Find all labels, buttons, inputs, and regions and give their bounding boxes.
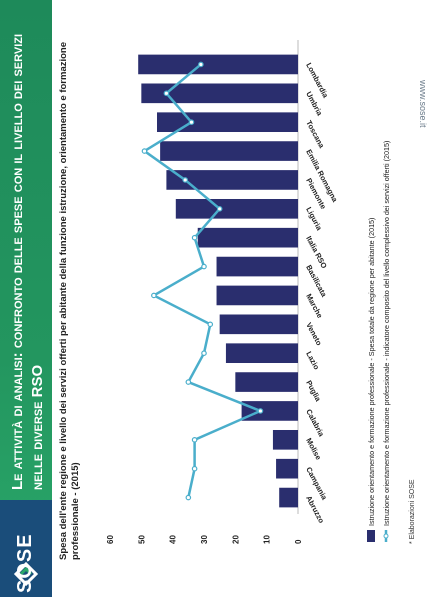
bar <box>216 285 298 306</box>
line-point <box>182 177 189 183</box>
line-point <box>191 437 198 443</box>
bar <box>141 83 298 104</box>
bar <box>160 141 298 161</box>
line-point <box>191 234 198 241</box>
bar <box>175 198 298 219</box>
category-label: Toscana <box>304 119 326 150</box>
legend-label: Istruzione orientamento e formazione pro… <box>367 218 376 526</box>
line-point <box>201 350 207 356</box>
bar <box>166 170 298 190</box>
line-point <box>257 408 264 414</box>
bar <box>219 314 298 335</box>
category-label: Molise <box>304 437 323 462</box>
bar <box>157 112 298 133</box>
value-tick-label: 40 <box>169 535 178 544</box>
bar <box>197 227 298 248</box>
value-tick-label: 30 <box>200 535 209 544</box>
sose-logo-icon <box>13 561 39 587</box>
category-label: Lazio <box>304 350 321 372</box>
bar <box>279 487 298 508</box>
line-series <box>142 63 264 498</box>
category-label: Puglia <box>304 379 323 404</box>
bar <box>241 401 298 421</box>
value-tick-label: 50 <box>137 535 146 544</box>
line-point <box>185 494 192 501</box>
category-label: Veneto <box>304 321 324 347</box>
line-point <box>151 292 157 299</box>
brand-logo-box <box>0 500 52 597</box>
value-tick-label: 10 <box>263 535 272 544</box>
line-point <box>141 148 148 154</box>
bar <box>138 54 298 75</box>
title-banner <box>0 0 52 597</box>
line-point <box>216 206 223 212</box>
bar <box>276 458 298 479</box>
line-point <box>185 379 192 385</box>
value-tick-label: 0 <box>294 539 303 544</box>
line-point <box>207 321 214 328</box>
legend-swatch-bar <box>367 530 375 542</box>
bar <box>272 429 298 450</box>
bar <box>216 256 298 277</box>
bar <box>235 372 298 392</box>
bar <box>225 343 298 364</box>
line-point <box>163 90 170 97</box>
legend-label: Istruzione orientamento e formazione pro… <box>382 141 391 526</box>
line-point <box>188 119 195 125</box>
footnote: * Elaborazioni SOSE <box>409 479 416 544</box>
legend-swatch-point <box>383 533 389 539</box>
value-tick-label: 60 <box>106 535 115 544</box>
line-point <box>191 465 198 472</box>
value-tick-label: 20 <box>231 535 240 544</box>
line-point <box>198 61 204 68</box>
line-point <box>201 263 207 270</box>
category-label: Calabria <box>304 408 326 439</box>
